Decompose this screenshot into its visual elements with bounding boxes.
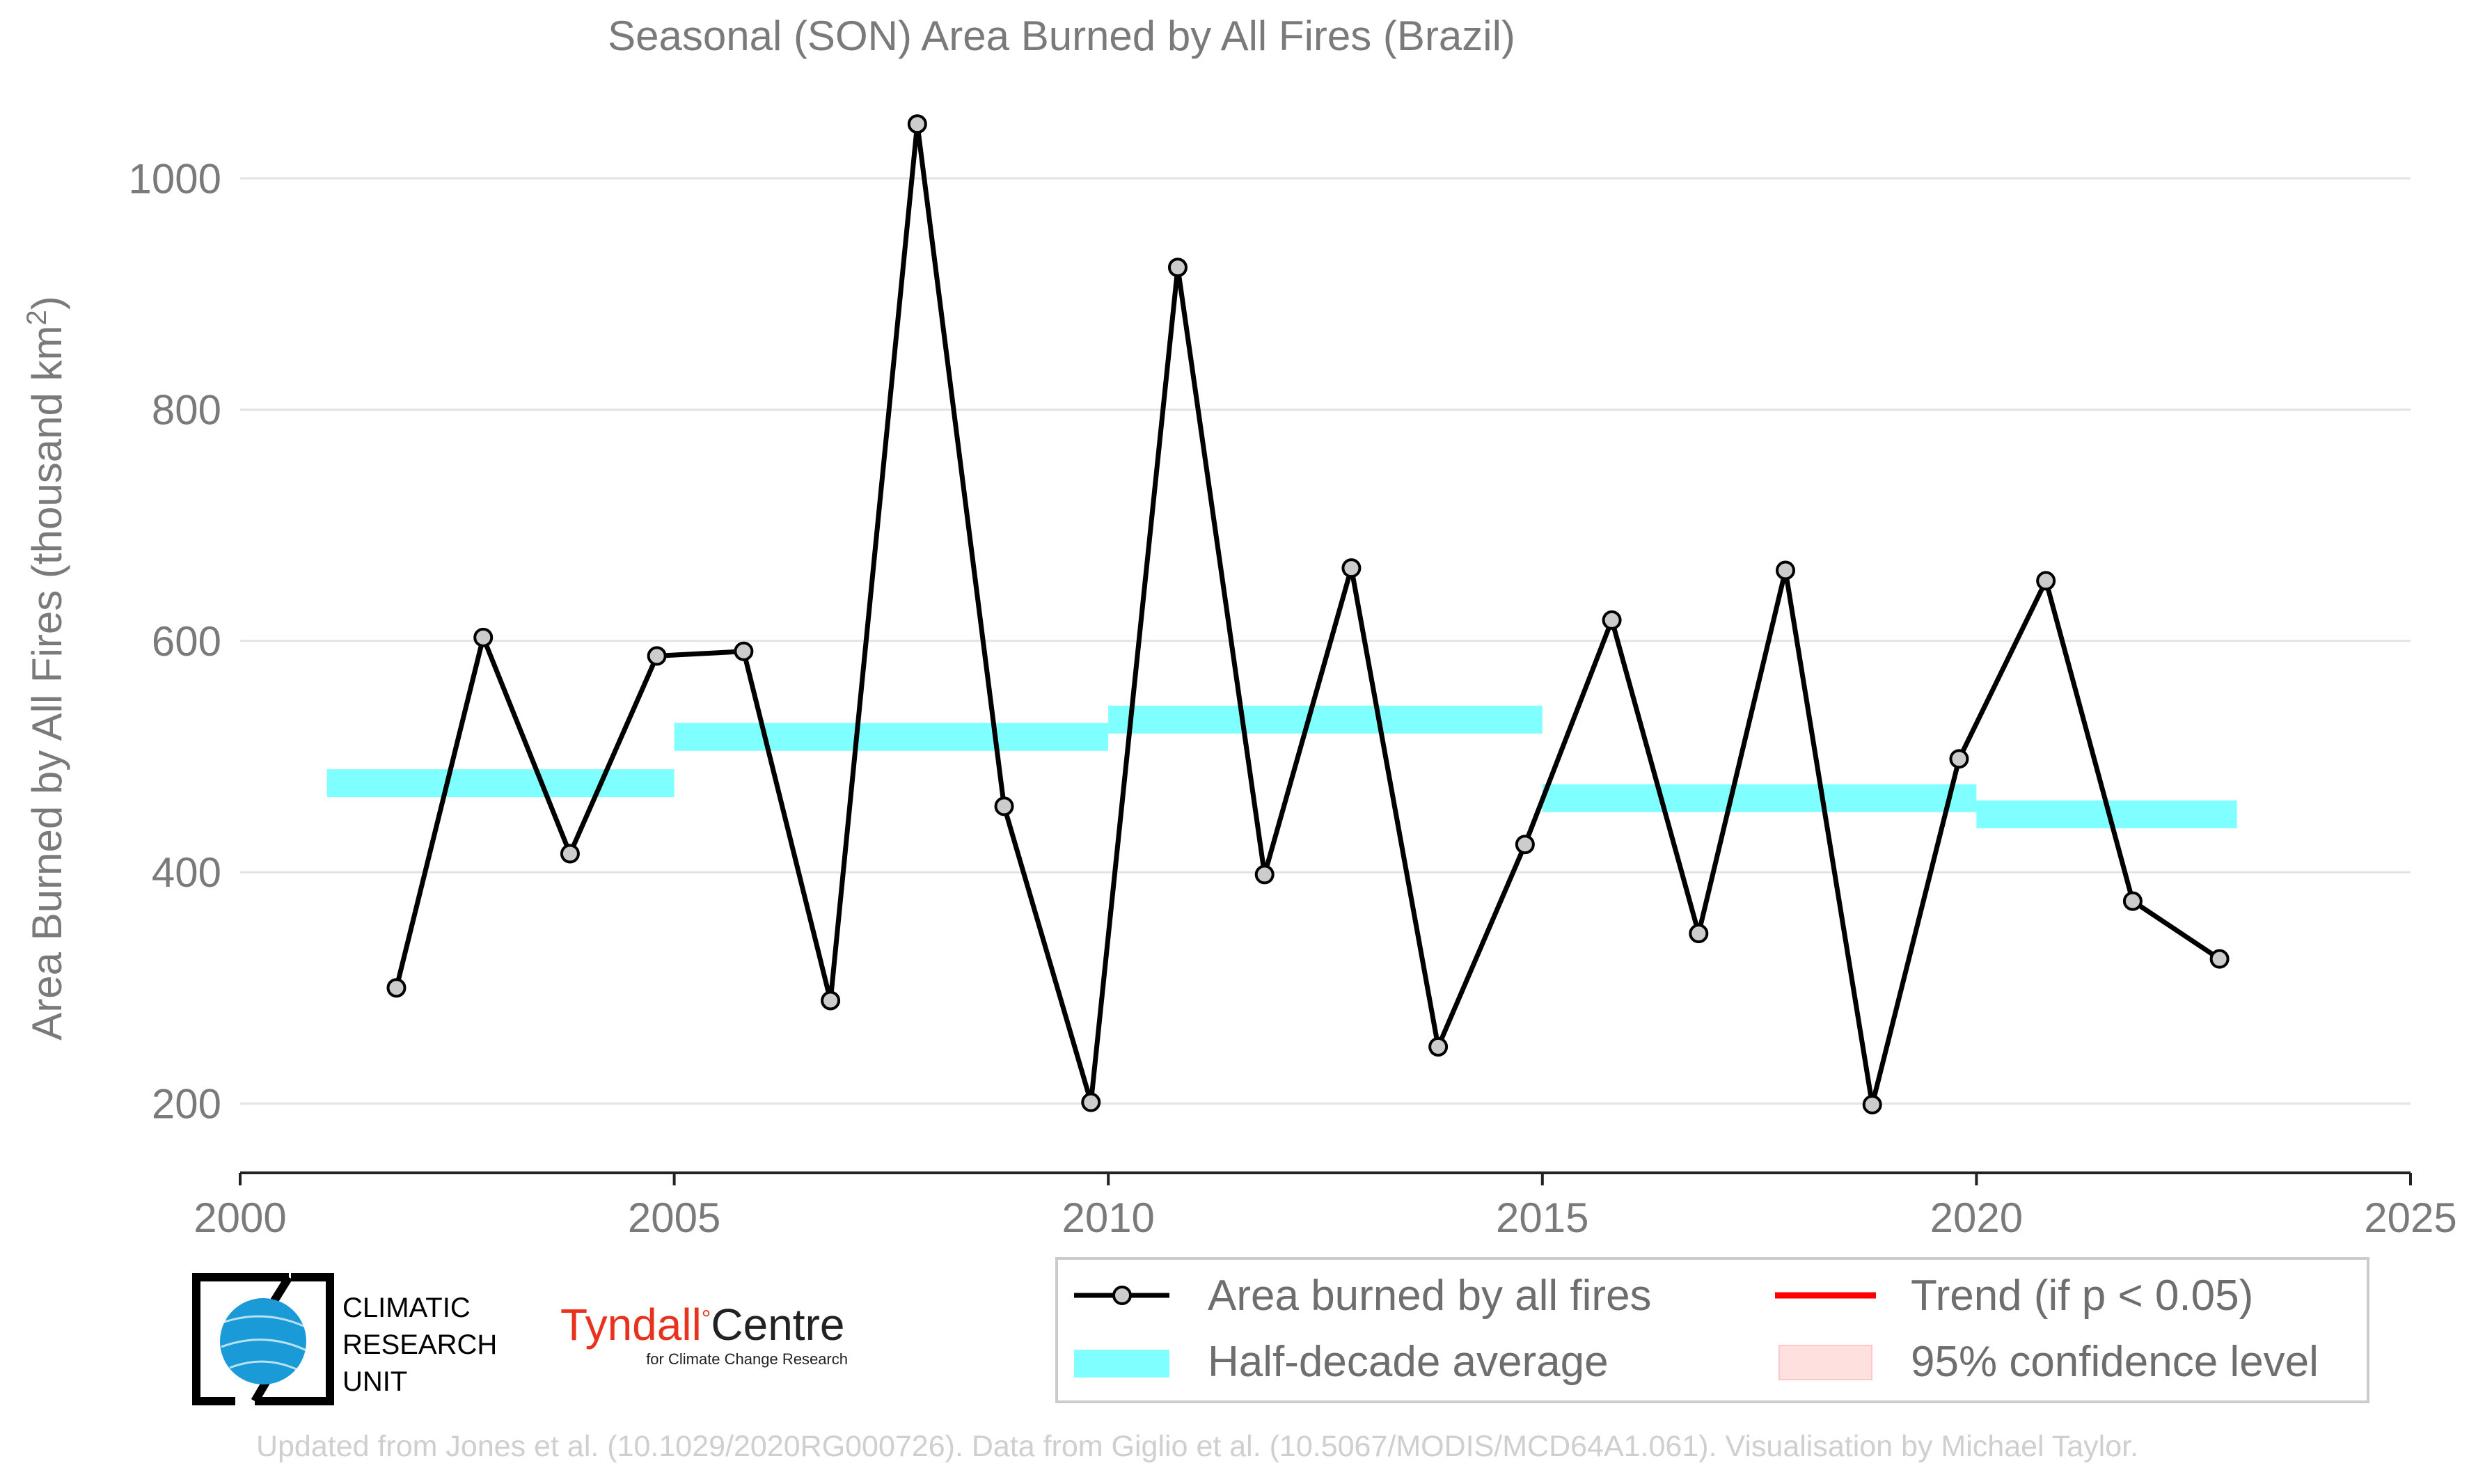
cru-text-1: CLIMATIC	[342, 1293, 471, 1323]
data-point-13	[1515, 835, 1535, 855]
footer-credit: Updated from Jones et al. (10.1029/2020R…	[256, 1430, 2138, 1463]
legend-label-trend: Trend (if p < 0.05)	[1911, 1272, 2253, 1320]
y-tick-label-200: 200	[152, 1080, 221, 1127]
data-point-15	[1689, 924, 1709, 944]
cru-text-2: RESEARCH	[342, 1329, 497, 1360]
data-point-3	[647, 646, 667, 666]
data-point-20	[2122, 891, 2143, 911]
data-point-11	[1341, 558, 1362, 578]
chart-title: Seasonal (SON) Area Burned by All Fires …	[608, 13, 1515, 59]
y-tick-label-600: 600	[152, 618, 221, 665]
x-tick-label-2015: 2015	[1496, 1194, 1588, 1241]
data-point-17	[1862, 1094, 1882, 1114]
data-point-8	[1081, 1092, 1101, 1112]
legend-label-ci: 95% confidence level	[1911, 1338, 2319, 1386]
data-point-0	[386, 978, 407, 998]
legend-marker-swatch	[1112, 1286, 1132, 1305]
half-decade-band-2	[1108, 705, 1543, 734]
data-point-18	[1949, 749, 1969, 769]
y-axis-label: Area Burned by All Fires (thousand km2)	[22, 296, 70, 1040]
globe-icon	[220, 1298, 306, 1384]
y-axis-label-end: )	[24, 296, 70, 310]
x-tick-label-2005: 2005	[628, 1194, 720, 1241]
y-tick-label-400: 400	[152, 849, 221, 896]
axes: 200 400 600 800 1000 2000 2005 2010 2015 2020 2025	[129, 155, 2457, 1241]
x-tick-label-2020: 2020	[1930, 1194, 2023, 1241]
data-point-7	[994, 796, 1014, 816]
x-tick-label-2000: 2000	[194, 1194, 286, 1241]
y-tick-label-800: 800	[152, 387, 221, 434]
data-point-16	[1776, 560, 1796, 581]
legend-label-area: Area burned by all fires	[1208, 1272, 1652, 1320]
half-decade-band-1	[674, 723, 1109, 751]
series-line	[394, 121, 2221, 1107]
data-point-19	[2036, 571, 2056, 591]
tyndall-degree: °	[702, 1306, 711, 1332]
legend: Area burned by all fires Trend (if p < 0…	[1055, 1257, 2369, 1403]
area-burned-line	[394, 121, 2221, 1107]
cru-logo-frame	[192, 1273, 334, 1405]
tyndall-sub: for Climate Change Research	[646, 1350, 848, 1368]
data-point-10	[1254, 865, 1275, 885]
y-tick-label-1000: 1000	[129, 155, 221, 202]
series-markers	[386, 114, 2230, 1114]
legend-ci-swatch	[1778, 1345, 1872, 1380]
data-point-1	[473, 627, 494, 647]
legend-band-swatch	[1074, 1350, 1169, 1378]
data-point-9	[1167, 258, 1188, 278]
half-decade-band-0	[326, 769, 675, 798]
cru-logo: CLIMATIC RESEARCH UNIT	[192, 1273, 497, 1405]
half-decade-band-3	[1542, 784, 1977, 812]
legend-box	[1055, 1257, 2369, 1403]
data-point-12	[1428, 1036, 1449, 1057]
half-decade-bands	[326, 705, 2237, 828]
svg-text:Tyndall°Centre: Tyndall°Centre	[560, 1300, 844, 1350]
legend-label-half-decade: Half-decade average	[1208, 1338, 1609, 1386]
data-point-5	[821, 990, 841, 1011]
tyndall-centre: Centre	[711, 1300, 844, 1350]
y-axis-label-main: Area Burned by All Fires (thousand km	[24, 326, 70, 1041]
tyndall-logo: Tyndall°Centre for Climate Change Resear…	[560, 1300, 848, 1368]
data-point-14	[1602, 610, 1622, 630]
cru-text-3: UNIT	[342, 1366, 407, 1397]
x-tick-label-2025: 2025	[2364, 1194, 2456, 1241]
data-point-21	[2209, 949, 2230, 969]
globe-lines	[221, 1315, 307, 1373]
data-point-6	[907, 114, 927, 134]
tyndall-name: Tyndall	[560, 1300, 702, 1350]
data-point-2	[560, 844, 580, 864]
grid	[240, 177, 2411, 1105]
data-point-4	[734, 641, 754, 661]
x-tick-label-2010: 2010	[1062, 1194, 1154, 1241]
y-axis-label-sup: 2	[22, 310, 52, 325]
